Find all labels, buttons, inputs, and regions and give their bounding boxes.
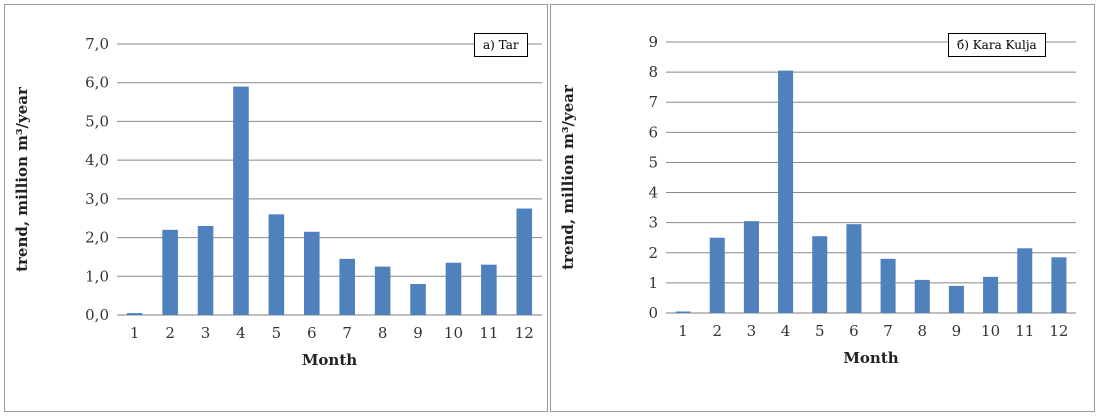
chart-panel-kara-kulja: 0 1 2 3 4 5 6 7 8 9 1 2 3 4 5 6 7 8 9 10 11 12 Month trend, mil… bbox=[550, 4, 1095, 412]
bar bbox=[743, 221, 759, 313]
bar bbox=[516, 208, 533, 315]
x-tick-label: 12 bbox=[1049, 322, 1068, 340]
bar bbox=[846, 224, 862, 313]
annotation-kara-kulja: б) Kara Kulja bbox=[948, 33, 1046, 57]
y-tick-label: 3 bbox=[648, 214, 658, 232]
y-tick-label: 7,0 bbox=[85, 35, 109, 53]
bar bbox=[812, 236, 828, 313]
x-tick-label: 9 bbox=[413, 324, 423, 342]
bar bbox=[709, 237, 725, 313]
y-axis-title: trend, million m³/year bbox=[13, 86, 31, 272]
y-tick-label: 9 bbox=[648, 33, 658, 51]
x-axis-title: Month bbox=[302, 351, 357, 369]
x-tick-label: 10 bbox=[444, 324, 463, 342]
x-tick-label: 1 bbox=[130, 324, 140, 342]
bar bbox=[197, 225, 214, 315]
annotation-tar: a) Tar bbox=[474, 33, 528, 57]
x-tick-label: 11 bbox=[479, 324, 498, 342]
x-tick-label: 1 bbox=[678, 322, 688, 340]
bar bbox=[304, 231, 320, 315]
x-tick-label: 9 bbox=[952, 322, 962, 340]
y-tick-label: 2 bbox=[648, 244, 658, 262]
y-tick-label: 5 bbox=[648, 153, 658, 171]
chart-panel-tar: 0,0 1,0 2,0 3,0 4,0 5,0 6,0 7,0 1 2 3 4 5 6 7 8 9 10 11 12 M… bbox=[4, 4, 548, 412]
bar bbox=[410, 284, 426, 315]
x-tick-label: 7 bbox=[883, 322, 893, 340]
y-tick-label: 6,0 bbox=[85, 74, 109, 92]
y-tick-label: 5,0 bbox=[85, 112, 109, 130]
x-tick-label: 11 bbox=[1015, 322, 1034, 340]
bar bbox=[481, 264, 497, 315]
x-tick-label: 8 bbox=[917, 322, 927, 340]
bar bbox=[445, 262, 462, 315]
x-tick-label: 3 bbox=[747, 322, 757, 340]
bar bbox=[675, 311, 691, 313]
x-tick-label: 4 bbox=[236, 324, 246, 342]
x-tick-label: 5 bbox=[272, 324, 282, 342]
bar bbox=[1051, 257, 1067, 313]
y-axis-title: trend, million m³/year bbox=[559, 84, 577, 270]
y-tick-label: 7 bbox=[648, 93, 658, 111]
bar bbox=[778, 70, 794, 313]
y-tick-label: 0,0 bbox=[85, 306, 109, 324]
y-tick-label: 4 bbox=[648, 184, 658, 202]
x-tick-label: 10 bbox=[981, 322, 1000, 340]
x-axis-title: Month bbox=[843, 349, 898, 367]
bar bbox=[948, 285, 964, 313]
y-tick-label: 1 bbox=[648, 274, 658, 292]
bar bbox=[914, 279, 930, 313]
y-tick-label: 0 bbox=[648, 304, 658, 322]
bar bbox=[374, 266, 391, 315]
x-tick-label: 2 bbox=[165, 324, 175, 342]
y-tick-label: 3,0 bbox=[85, 190, 109, 208]
bar bbox=[880, 258, 896, 313]
y-tick-label: 2,0 bbox=[85, 229, 109, 247]
x-tick-label: 6 bbox=[849, 322, 859, 340]
x-tick-label: 5 bbox=[815, 322, 825, 340]
y-tick-label: 1,0 bbox=[85, 267, 109, 285]
y-tick-label: 8 bbox=[648, 63, 658, 81]
bar bbox=[126, 313, 143, 315]
bar bbox=[162, 229, 178, 315]
y-tick-label: 6 bbox=[648, 123, 658, 141]
bar bbox=[983, 276, 999, 313]
x-tick-label: 6 bbox=[307, 324, 317, 342]
x-tick-label: 4 bbox=[781, 322, 791, 340]
x-tick-label: 12 bbox=[515, 324, 534, 342]
x-tick-label: 8 bbox=[378, 324, 388, 342]
y-tick-label: 4,0 bbox=[85, 151, 109, 169]
x-tick-label: 3 bbox=[201, 324, 211, 342]
bar bbox=[233, 86, 249, 315]
x-tick-label: 2 bbox=[712, 322, 722, 340]
bar bbox=[339, 258, 355, 315]
x-tick-label: 7 bbox=[342, 324, 352, 342]
bar bbox=[1017, 248, 1033, 313]
bar bbox=[268, 214, 285, 315]
chart-tar: 0,01,02,03,04,05,06,07,01 2 3 4 5 6 7 8 9 10 11 12M… bbox=[13, 35, 542, 369]
